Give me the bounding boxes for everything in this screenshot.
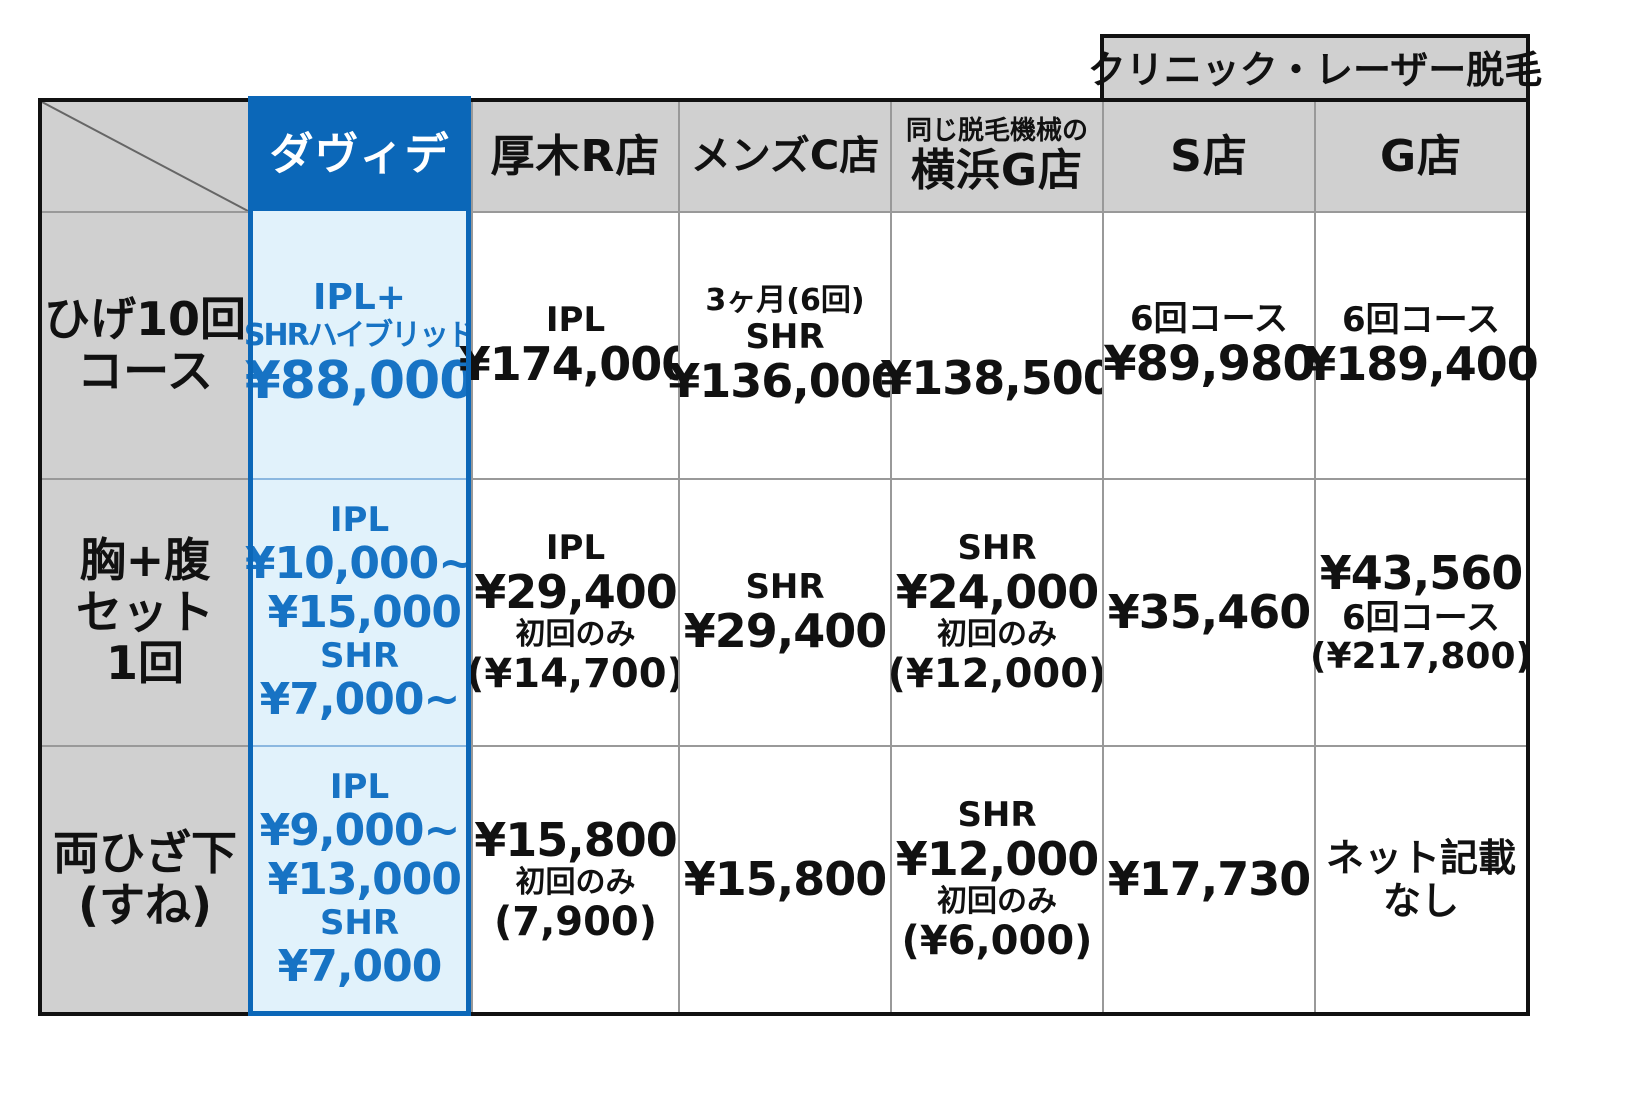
cell-g-chest: ¥43,560 6回コース (¥217,800) [1310, 478, 1532, 745]
cell-s-shin: ¥17,730 [1102, 745, 1314, 1012]
cell-line: IPL [329, 499, 390, 540]
cell-price: ¥138,500 [880, 350, 1115, 405]
row-header-line: コース [77, 343, 213, 398]
row-header-line: (すね) [77, 877, 213, 932]
cell-note: 初回のみ [515, 617, 636, 653]
cell-mensc-chest: SHR ¥29,400 [678, 478, 890, 745]
cell-line: SHR [319, 636, 400, 677]
cell-note-price: (¥217,800) [1310, 636, 1532, 678]
group-label-box: クリニック・レーザー脱毛 [1088, 34, 1542, 102]
cell-price: ¥24,000 [895, 564, 1100, 619]
cell-line: なし [1382, 878, 1459, 923]
cell-atsugi-chest: IPL ¥29,400 初回のみ (¥14,700) [466, 478, 685, 745]
cell-line: 6回コース [1130, 298, 1288, 339]
column-header-label: メンズC店 [690, 133, 880, 180]
cell-price: ¥10,000~ [244, 537, 475, 589]
cell-line: IPL+ [313, 277, 406, 319]
cell-note: 初回のみ [937, 884, 1057, 920]
cell-note-price: (¥6,000) [901, 917, 1093, 964]
corner-diagonal [41, 101, 249, 212]
cell-price: ¥88,000 [244, 351, 476, 412]
cell-line: IPL [329, 766, 390, 807]
cell-mensc-beard: 3ヶ月(6回) SHR ¥136,000 [668, 211, 903, 478]
cell-line: 6回コース [1342, 299, 1500, 340]
cell-price: ¥15,800 [683, 851, 888, 906]
cell-line: 3ヶ月(6回) [705, 282, 865, 318]
cell-price: ¥7,000~ [259, 674, 461, 726]
cell-line: SHR [957, 527, 1037, 568]
column-header-davide: ダヴィデ [248, 96, 471, 213]
column-header-label: ダヴィデ [269, 128, 450, 180]
row-header-line: 両ひざ下 [53, 825, 237, 880]
row-header-line: 1回 [105, 636, 184, 691]
cell-price: ¥189,400 [1304, 336, 1539, 391]
cell-line: IPL [545, 527, 606, 568]
cell-atsugi-shin: ¥15,800 初回のみ (7,900) [471, 745, 678, 1012]
cell-line: ネット記載 [1325, 835, 1516, 880]
cell-note-price: (7,900) [493, 898, 658, 945]
column-header-label: G店 [1379, 130, 1463, 182]
cell-price: ¥35,460 [1107, 584, 1312, 639]
cell-davide-beard: IPL+ SHRハイブリッド ¥88,000 [244, 211, 477, 478]
cell-yokohama-chest: SHR ¥24,000 初回のみ (¥12,000) [888, 478, 1106, 745]
row-header-line: 胸+腹 [79, 533, 211, 588]
cell-price: ¥174,000 [458, 336, 694, 391]
cell-price: ¥89,980 [1103, 335, 1316, 392]
cell-note: 初回のみ [515, 865, 636, 901]
cell-price: ¥43,560 [1319, 545, 1524, 600]
row-header-chest-abdomen: 胸+腹 セット 1回 [42, 478, 248, 745]
cell-price: ¥12,000 [895, 831, 1100, 886]
cell-line: SHR [745, 566, 825, 607]
cell-price: ¥17,730 [1107, 851, 1312, 906]
row-header-line: ひげ10回 [43, 291, 246, 346]
cell-line: SHRハイブリッド [243, 317, 477, 353]
column-header-yokohama-g: 同じ脱毛機械の 横浜G店 [890, 102, 1102, 211]
column-header-g: G店 [1314, 102, 1526, 211]
cell-yokohama-beard: ¥138,500 [880, 211, 1115, 478]
column-header-label: 横浜G店 [910, 145, 1084, 197]
column-header-s: S店 [1102, 102, 1314, 211]
cell-davide-shin: IPL ¥9,000~ ¥13,000 SHR ¥7,000 [252, 745, 467, 1012]
cell-g-beard: 6回コース ¥189,400 [1304, 211, 1539, 478]
cell-price: ¥9,000~ [259, 804, 461, 856]
cell-price: ¥29,400 [474, 564, 678, 619]
cell-g-shin: ネット記載 なし [1314, 745, 1526, 1012]
cell-davide-chest: IPL ¥10,000~ ¥15,000 SHR ¥7,000~ [245, 478, 475, 745]
cell-mensc-shin: ¥15,800 [678, 745, 890, 1012]
cell-s-chest: ¥35,460 [1102, 478, 1314, 745]
cell-note-price: (¥12,000) [887, 650, 1107, 697]
cell-yokohama-shin: SHR ¥12,000 初回のみ (¥6,000) [890, 745, 1102, 1012]
corner-cell [41, 101, 249, 212]
cell-price: ¥136,000 [668, 353, 903, 408]
column-header-atsugi-r: 厚木R店 [471, 102, 678, 211]
cell-atsugi-beard: IPL ¥174,000 [459, 211, 693, 478]
column-header-sub-label: 同じ脱毛機械の [905, 116, 1088, 147]
cell-note: 初回のみ [937, 617, 1057, 653]
row-header-beard: ひげ10回 コース [42, 211, 248, 478]
cell-price: ¥13,000 [267, 853, 462, 905]
cell-note-price: (¥14,700) [466, 650, 685, 697]
row-header-line: セット [76, 584, 214, 639]
cell-line: SHR [319, 903, 400, 944]
column-header-label: S店 [1170, 130, 1248, 182]
cell-line: SHR [957, 794, 1037, 835]
cell-s-beard: 6回コース ¥89,980 [1102, 211, 1316, 478]
column-header-mens-c: メンズC店 [678, 102, 890, 211]
cell-price: ¥15,000 [267, 586, 462, 638]
row-header-shin: 両ひざ下 (すね) [42, 745, 248, 1012]
cell-price: ¥15,800 [474, 812, 678, 867]
cell-price: ¥29,400 [683, 603, 888, 658]
column-header-label: 厚木R店 [490, 130, 661, 182]
cell-line: 6回コース [1342, 598, 1500, 639]
cell-line: IPL [545, 299, 606, 340]
cell-line: SHR [745, 316, 825, 357]
group-label: クリニック・レーザー脱毛 [1087, 47, 1543, 92]
cell-price: ¥7,000 [277, 941, 443, 993]
